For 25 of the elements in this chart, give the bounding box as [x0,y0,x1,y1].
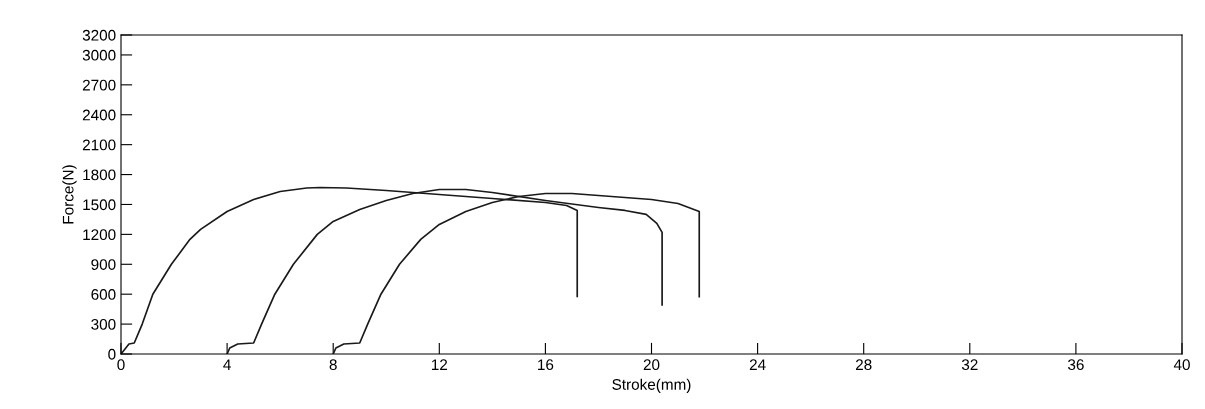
y-tick-label: 1800 [83,169,116,181]
x-tick-label: 36 [1067,359,1084,371]
x-tick-label: 4 [223,359,231,370]
x-tick-label: 0 [117,359,125,371]
x-tick-label: 24 [749,359,766,370]
y-tick-label: 3000 [82,49,116,61]
y-tick-label: 900 [91,259,116,270]
y-tick-label: 1500 [83,199,116,211]
y-tick-label: 0 [108,348,116,360]
x-tick-label: 28 [855,359,872,371]
x-tick-label: 32 [961,359,978,371]
y-axis-title: Force(N) [62,165,77,224]
x-tick-label: 16 [538,359,554,371]
y-tick-label: 300 [91,318,116,330]
x-tick-label: 12 [431,359,448,370]
y-tick-label: 600 [91,289,116,300]
y-tick-label: 1200 [83,229,116,241]
x-axis-title: Stroke(mm) [612,378,691,393]
y-tick-label: 2700 [82,79,116,91]
x-tick-label: 8 [329,359,337,371]
y-tick-label: 3200 [82,29,116,41]
y-tick-label: 2100 [82,139,116,151]
x-tick-label: 40 [1173,359,1190,371]
x-tick-label: 20 [643,359,660,371]
y-tick-label: 2400 [82,109,116,121]
